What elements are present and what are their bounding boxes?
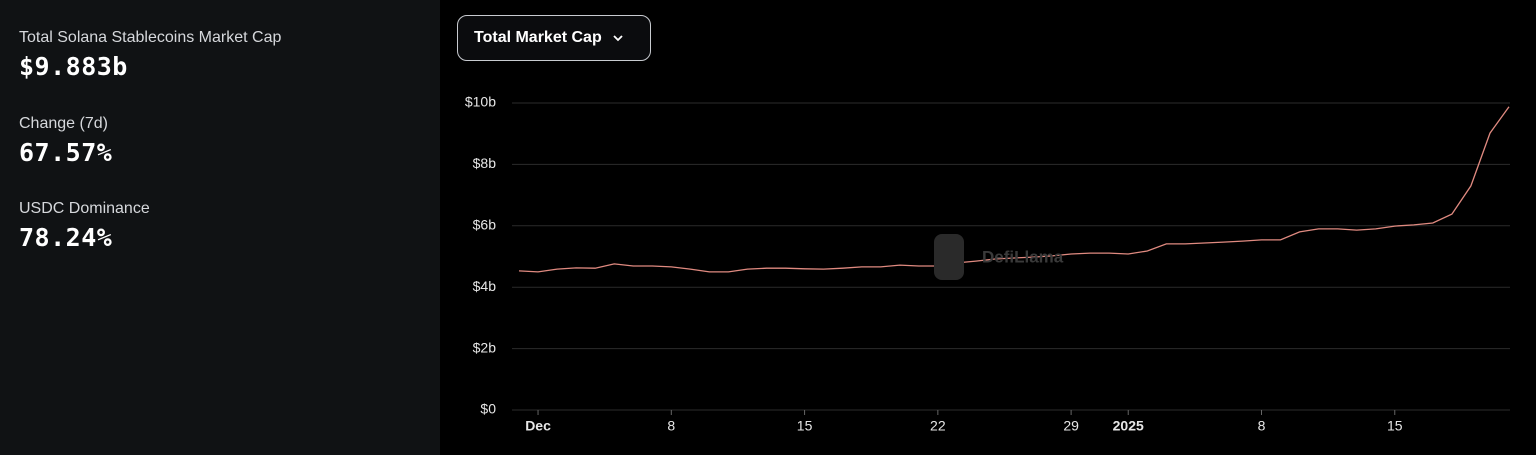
stat: Total Solana Stablecoins Market Cap $9.8… [19,29,281,81]
stat-value: 78.24% [19,223,113,252]
y-tick-label: $0 [480,401,496,417]
x-tick-label: 29 [1063,418,1079,434]
y-tick-label: $10b [465,94,496,110]
x-tick-label: 15 [797,418,813,434]
stats-panel: Total Solana Stablecoins Market Cap $9.8… [0,0,440,455]
y-tick-label: $8b [473,155,497,171]
series-line [518,106,1510,273]
stat-label: USDC Dominance [19,200,150,217]
y-tick-label: $6b [473,217,497,233]
x-tick-label: 15 [1387,418,1403,434]
watermark-text: DefiLlama [982,247,1064,266]
metric-selector[interactable]: Total Market Cap [457,15,651,61]
x-tick-label: 22 [930,418,946,434]
chart-panel: $0 $2b $4b $6b $8b $10b Dec 8 15 22 29 2025 8 15 Defi… [440,0,1536,455]
stat-value: 67.57% [19,138,113,167]
x-tick-label: Dec [525,418,551,434]
watermark-logo [934,234,964,280]
stat-label: Change (7d) [19,115,108,132]
x-tick-label: 8 [1258,418,1266,434]
stat-label: Total Solana Stablecoins Market Cap [19,29,282,46]
chart: $0 $2b $4b $6b $8b $10b Dec 8 15 22 29 2025 8 15 Defi… [465,94,1510,434]
x-tick-label: 8 [667,418,675,434]
stat: Change (7d) 67.57% [19,115,112,167]
stat-value: $9.883b [19,52,128,81]
y-tick-label: $2b [473,339,497,355]
stat: USDC Dominance 78.24% [19,200,150,252]
x-tick-label: 2025 [1113,418,1144,434]
watermark: DefiLlama [934,234,1064,280]
y-tick-label: $4b [473,278,497,294]
chevron [613,35,623,42]
selector-label: Total Market Cap [474,29,602,46]
